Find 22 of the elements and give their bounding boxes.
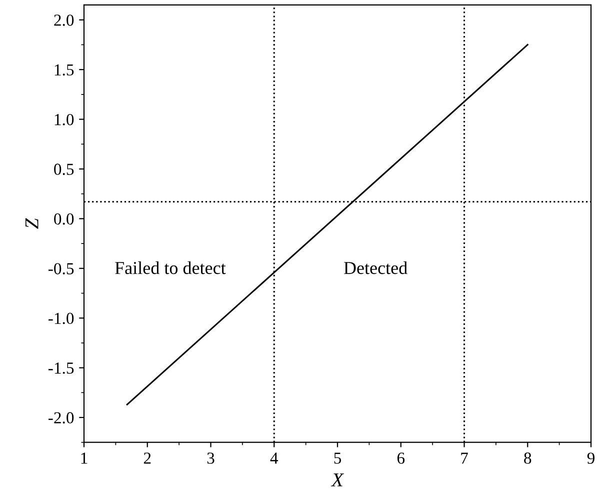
x-tick-label: 8 [524, 452, 532, 464]
y-tick-label: 2.0 [54, 14, 74, 26]
y-axis-title: Z [25, 218, 38, 229]
y-tick-label: 0.0 [54, 213, 74, 225]
x-tick-label: 7 [461, 452, 468, 464]
x-tick-label: 4 [270, 452, 278, 464]
y-tick-label: 1.5 [54, 64, 74, 76]
y-tick-label: -0.5 [48, 263, 74, 274]
x-tick-label: 9 [587, 452, 594, 464]
x-tick-label: 2 [144, 452, 151, 464]
y-tick-label: -2.0 [48, 412, 74, 424]
x-tick-label: 6 [397, 452, 405, 464]
y-tick-label: -1.0 [48, 312, 74, 324]
y-tick-label: 0.5 [54, 164, 74, 175]
x-axis-title: X [330, 473, 344, 486]
x-tick-label: 5 [334, 452, 342, 464]
x-tick-label: 1 [81, 452, 88, 464]
annotation: Detected [344, 261, 408, 274]
annotation: Failed to detect [115, 261, 226, 274]
x-tick-label: 3 [207, 452, 214, 464]
y-tick-label: -1.5 [48, 362, 74, 374]
y-tick-label: 1.0 [54, 114, 74, 126]
